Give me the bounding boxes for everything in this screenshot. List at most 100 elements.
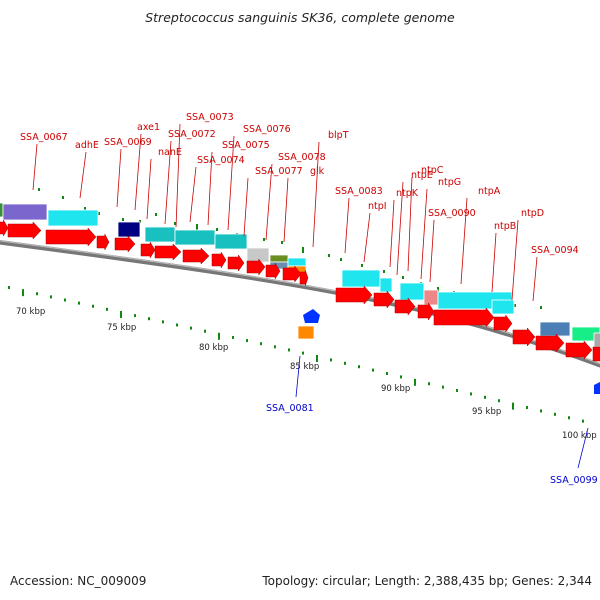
outer-tick [263, 238, 265, 241]
outer-tick [84, 207, 86, 210]
feature-block [0, 202, 4, 218]
leader-line [344, 197, 350, 254]
scale-label: 85 kbp [290, 362, 319, 372]
gene-label: ntpD [521, 208, 544, 219]
leader-line [407, 176, 413, 272]
gene-label: ntpK [396, 188, 419, 199]
feature-block [269, 254, 289, 263]
cds-arrow [7, 221, 42, 240]
scale-tick [232, 335, 234, 339]
outer-tick [122, 218, 124, 221]
cds-arrow [211, 251, 227, 269]
cds-arrow [535, 333, 565, 353]
scale-tick [176, 323, 178, 327]
leader-line [79, 151, 87, 199]
scale-tick [106, 307, 108, 311]
gene-label: SSA_0090 [428, 208, 476, 219]
leader-line [491, 232, 497, 293]
outer-tick [139, 220, 141, 223]
scale-tick [358, 365, 360, 369]
feature-block [144, 226, 176, 243]
scale-tick [442, 385, 444, 389]
leader-line [577, 427, 589, 469]
scale-tick [484, 395, 486, 399]
outer-tick [340, 258, 342, 261]
gene-label: SSA_0072 [168, 129, 216, 140]
scale-tick [414, 378, 416, 386]
leader-line [429, 219, 435, 283]
feature-block [399, 282, 425, 301]
gene-label: SSA_0073 [186, 112, 234, 123]
scale-tick [78, 301, 80, 305]
leader-line [116, 148, 122, 208]
scale-tick [22, 289, 24, 297]
cds-arrow [0, 219, 9, 237]
gene-label: ntpG [438, 177, 461, 188]
feature-block [303, 309, 320, 323]
feature-block [491, 299, 515, 315]
outer-tick [361, 264, 363, 267]
outer-tick [62, 196, 64, 199]
leader-line [532, 256, 538, 302]
cds-arrow [114, 235, 136, 253]
feature-blocks [0, 202, 600, 394]
cds-arrow [96, 233, 110, 251]
gene-label: SSA_0094 [531, 245, 579, 256]
gene-label: ntpB [494, 221, 516, 232]
outer-tick [281, 241, 283, 244]
cds-arrow [182, 247, 210, 265]
scale-tick [274, 345, 276, 349]
leader-line [134, 133, 142, 211]
cds-arrow [512, 327, 536, 347]
leader-line [32, 143, 38, 191]
scale-tick [162, 320, 164, 324]
leader-line [265, 163, 273, 241]
feature-block [2, 203, 48, 221]
scale-tick [302, 351, 304, 355]
outer-tick [383, 270, 385, 273]
feature-block [539, 321, 571, 337]
scale-tick [428, 382, 430, 386]
cds-arrow [140, 241, 156, 259]
cds-arrow [265, 262, 281, 280]
leader-line [389, 199, 395, 268]
gene-label: axe1 [137, 122, 160, 133]
gene-label: SSA_0076 [243, 124, 291, 135]
gene-labels: SSA_0067adhESSA_0069axe1nanESSA_0072SSA_… [20, 112, 598, 486]
accession-text: Accession: NC_009009 [10, 574, 147, 588]
cds-arrow [335, 285, 373, 305]
leader-line [460, 197, 468, 285]
feature-block [214, 233, 248, 250]
scale-tick [330, 358, 332, 362]
scale-tick [92, 304, 94, 308]
outer-tick [402, 276, 404, 279]
scale-tick [344, 361, 346, 365]
scale-tick [512, 402, 514, 410]
scale-tick [582, 419, 584, 423]
feature-block [593, 332, 600, 348]
leader-line [207, 151, 213, 226]
gene-label: SSA_0083 [335, 186, 383, 197]
map-title: Streptococcus sanguinis SK36, complete g… [145, 10, 455, 25]
feature-block [594, 382, 600, 394]
scale-tick [218, 332, 220, 340]
leader-line [243, 177, 249, 237]
scale-label: 100 kbp [562, 431, 597, 441]
gene-label: SSA_0075 [222, 140, 270, 151]
scale-tick [372, 368, 374, 372]
leader-line [189, 166, 197, 223]
outer-tick [155, 213, 157, 216]
scale-label: 95 kbp [472, 407, 501, 417]
cds-arrow [246, 258, 266, 276]
feature-block [423, 289, 439, 306]
leader-line [396, 181, 404, 276]
outer-tick [302, 247, 304, 253]
feature-block [341, 269, 381, 288]
scale-tick [8, 286, 10, 289]
cds-arrow [154, 243, 182, 261]
gene-label: ntpC [421, 165, 444, 176]
gene-label: SSA_0067 [20, 132, 68, 143]
gene-label: blpT [328, 130, 349, 141]
scale-tick [540, 409, 542, 413]
scale-tick [148, 317, 150, 321]
